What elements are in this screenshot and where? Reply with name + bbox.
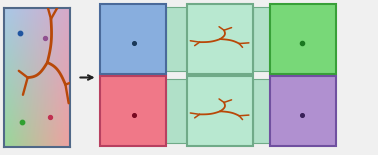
Bar (100, 4, 166, 74)
Point (131, 42, 137, 45)
Bar (270, 76, 336, 146)
Point (131, 114, 137, 117)
Bar (187, 76, 253, 146)
Point (47, 115, 53, 118)
Point (299, 42, 305, 45)
Bar (253, 79, 270, 143)
Point (42, 37, 48, 40)
Point (299, 114, 305, 117)
Point (19, 121, 25, 123)
Bar (187, 4, 253, 74)
Point (17, 32, 23, 34)
Bar (166, 7, 187, 71)
Bar (201, 69, 216, 76)
Bar (270, 4, 336, 74)
Bar (253, 7, 270, 71)
Bar (166, 79, 187, 143)
Bar (100, 76, 166, 146)
